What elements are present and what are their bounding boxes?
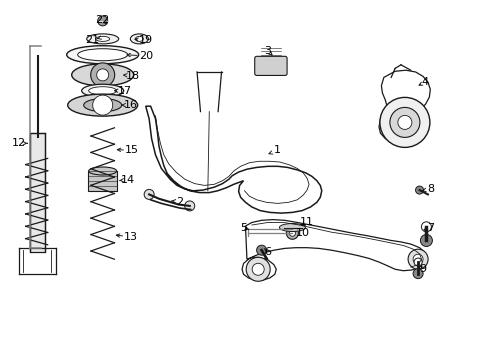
Text: 20: 20 xyxy=(139,51,152,61)
Circle shape xyxy=(286,227,298,239)
Ellipse shape xyxy=(279,224,305,231)
Ellipse shape xyxy=(96,36,109,41)
Ellipse shape xyxy=(130,34,148,44)
Text: 15: 15 xyxy=(125,145,139,156)
Circle shape xyxy=(256,245,266,255)
Circle shape xyxy=(379,98,429,147)
Circle shape xyxy=(289,230,295,236)
Text: 21: 21 xyxy=(85,35,99,45)
Circle shape xyxy=(184,201,194,211)
Ellipse shape xyxy=(86,34,119,44)
Text: 10: 10 xyxy=(296,228,309,238)
Text: 16: 16 xyxy=(124,100,138,110)
Circle shape xyxy=(245,257,270,281)
Bar xyxy=(30,133,45,252)
Text: 9: 9 xyxy=(419,264,426,274)
Text: 11: 11 xyxy=(300,217,313,228)
Text: 3: 3 xyxy=(264,46,271,56)
Circle shape xyxy=(389,107,419,138)
Ellipse shape xyxy=(78,49,127,61)
Circle shape xyxy=(144,189,154,199)
Circle shape xyxy=(421,222,430,232)
Text: 18: 18 xyxy=(126,71,140,81)
Text: 22: 22 xyxy=(95,15,110,25)
Circle shape xyxy=(412,254,422,264)
Ellipse shape xyxy=(83,99,122,112)
Text: 19: 19 xyxy=(139,35,152,45)
Bar xyxy=(88,171,117,191)
Text: 14: 14 xyxy=(121,175,135,185)
Ellipse shape xyxy=(81,84,123,97)
Text: 8: 8 xyxy=(427,184,434,194)
Circle shape xyxy=(93,95,112,115)
Text: 1: 1 xyxy=(274,145,281,156)
Circle shape xyxy=(420,234,431,247)
Ellipse shape xyxy=(67,94,138,116)
Circle shape xyxy=(407,249,427,269)
Circle shape xyxy=(97,69,108,81)
Ellipse shape xyxy=(135,36,143,41)
Circle shape xyxy=(397,116,411,129)
Ellipse shape xyxy=(66,46,139,64)
Circle shape xyxy=(415,186,423,194)
Text: 6: 6 xyxy=(264,247,271,257)
Text: 4: 4 xyxy=(421,77,428,87)
Circle shape xyxy=(252,263,264,275)
Ellipse shape xyxy=(88,87,117,95)
Text: 5: 5 xyxy=(240,222,246,233)
FancyBboxPatch shape xyxy=(254,56,286,76)
Ellipse shape xyxy=(72,64,133,86)
Circle shape xyxy=(90,63,115,87)
Circle shape xyxy=(412,269,422,279)
Text: 12: 12 xyxy=(12,138,25,148)
Text: 13: 13 xyxy=(124,232,138,242)
Circle shape xyxy=(98,16,107,26)
Text: 7: 7 xyxy=(426,222,433,233)
Text: 17: 17 xyxy=(118,86,131,96)
Ellipse shape xyxy=(88,167,117,175)
Text: 2: 2 xyxy=(176,197,183,207)
Circle shape xyxy=(413,258,421,266)
